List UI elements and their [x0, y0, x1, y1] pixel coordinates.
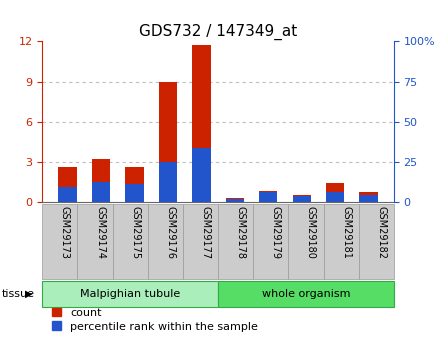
Bar: [125, 167, 144, 202]
Bar: [218, 281, 394, 307]
Bar: [226, 198, 244, 202]
Bar: [192, 46, 210, 202]
Bar: [292, 196, 311, 202]
Text: GSM29181: GSM29181: [341, 206, 351, 259]
Bar: [42, 281, 218, 307]
Bar: [288, 204, 324, 279]
Bar: [360, 195, 378, 202]
Text: GSM29179: GSM29179: [271, 206, 281, 259]
Bar: [159, 162, 177, 202]
Bar: [148, 204, 183, 279]
Bar: [326, 193, 344, 202]
Bar: [218, 204, 253, 279]
Bar: [324, 204, 359, 279]
Bar: [183, 204, 218, 279]
Bar: [326, 183, 344, 202]
Bar: [292, 195, 311, 202]
Bar: [253, 204, 288, 279]
Text: ▶: ▶: [24, 289, 32, 299]
Text: GSM29174: GSM29174: [95, 206, 105, 259]
Text: GSM29182: GSM29182: [376, 206, 386, 259]
Bar: [259, 191, 277, 202]
Bar: [226, 199, 244, 202]
Text: GSM29173: GSM29173: [60, 206, 70, 259]
Text: GSM29175: GSM29175: [130, 206, 140, 259]
Bar: [125, 185, 144, 202]
Bar: [360, 193, 378, 202]
Bar: [359, 204, 394, 279]
Bar: [92, 182, 110, 202]
Bar: [113, 204, 148, 279]
Bar: [159, 81, 177, 202]
Text: GSM29176: GSM29176: [166, 206, 175, 259]
Legend: count, percentile rank within the sample: count, percentile rank within the sample: [48, 304, 263, 336]
Bar: [192, 148, 210, 202]
Bar: [92, 159, 110, 202]
Text: Malpighian tubule: Malpighian tubule: [80, 289, 180, 299]
Text: whole organism: whole organism: [262, 289, 350, 299]
Bar: [58, 167, 77, 202]
Text: GSM29177: GSM29177: [200, 206, 210, 259]
Text: tissue: tissue: [2, 289, 35, 299]
Title: GDS732 / 147349_at: GDS732 / 147349_at: [139, 24, 297, 40]
Bar: [58, 187, 77, 202]
Bar: [42, 204, 77, 279]
Bar: [77, 204, 113, 279]
Text: GSM29178: GSM29178: [236, 206, 246, 259]
Text: GSM29180: GSM29180: [306, 206, 316, 259]
Bar: [259, 193, 277, 202]
